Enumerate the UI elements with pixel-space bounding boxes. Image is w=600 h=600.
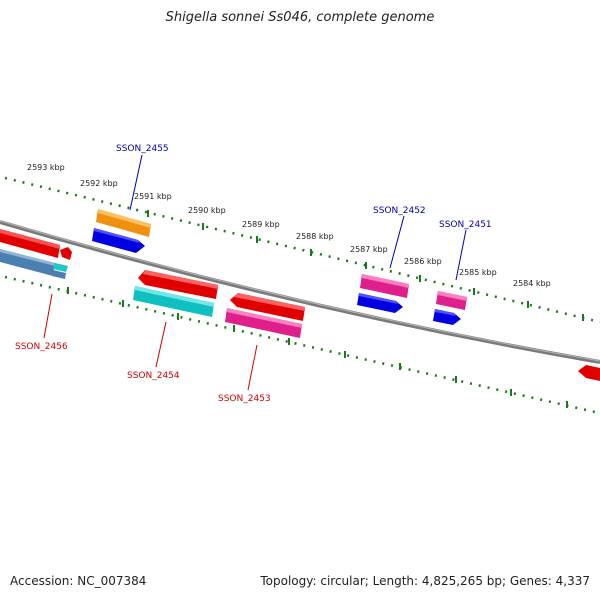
map-title: Shigella sonnei Ss046, complete genome [165,10,435,25]
gene-highlight [135,286,214,307]
lower-scale-track [4,275,596,414]
upper-major-ticks [147,210,584,321]
scale-label-2586: 2586 kbp [404,257,442,266]
gene-ssn2455-feature[interactable] [92,228,145,253]
gene-highlight [0,229,60,249]
scale-label-2592: 2592 kbp [80,179,118,188]
scale-label-2587: 2587 kbp [350,245,388,254]
gene-label-ssn2454[interactable]: SSON_2454 [127,371,180,381]
accession-label: Accession: NC_007384 [10,574,147,588]
gene-highlight [98,209,151,228]
gene-highlight [234,293,305,311]
scale-label-2589: 2589 kbp [242,220,280,229]
gene-highlight [362,274,409,288]
gene-highlight [143,270,218,289]
genome-backbone [0,220,600,364]
gene-label-ssn2455[interactable]: SSON_2455 [116,144,169,154]
scale-label-2590: 2590 kbp [188,206,226,215]
gene-blue-forward-feature[interactable] [357,293,403,313]
gene-highlight [438,291,467,301]
gene-small-cyan-feature[interactable] [53,263,68,272]
scale-label-2585: 2585 kbp [459,268,497,277]
gene-label-ssn2456[interactable]: SSON_2456 [15,342,68,352]
gene-label-ssn2452[interactable]: SSON_2452 [373,206,426,216]
lower-major-ticks [67,287,568,408]
scale-label-2588: 2588 kbp [296,232,334,241]
gene-highlight [0,249,55,266]
gene-red-reverse-feature[interactable] [138,270,218,299]
gene-highlight [227,308,302,328]
scale-label-2593: 2593 kbp [27,163,65,172]
genome-backbone-highlight [0,220,600,362]
upper-scale-track [4,176,600,324]
gene-small-blue-feature[interactable] [52,270,66,279]
gene-red-reverse-2-feature[interactable] [230,293,305,321]
gene-ssn2456-feature[interactable] [0,249,55,276]
genome-summary: Topology: circular; Length: 4,825,265 bp… [260,574,590,588]
gene-right-red-feature[interactable] [578,365,600,381]
gene-label-ssn2451[interactable]: SSON_2451 [439,220,492,230]
scale-label-2584: 2584 kbp [513,279,551,288]
gene-highlight [359,293,398,304]
gene-highlight [435,309,456,316]
label-leader-lines [43,154,467,391]
gene-highlight [94,228,140,243]
scale-label-2591: 2591 kbp [134,192,172,201]
gene-label-ssn2453[interactable]: SSON_2453 [218,394,271,404]
gene-small-red-arrow[interactable] [60,247,72,260]
